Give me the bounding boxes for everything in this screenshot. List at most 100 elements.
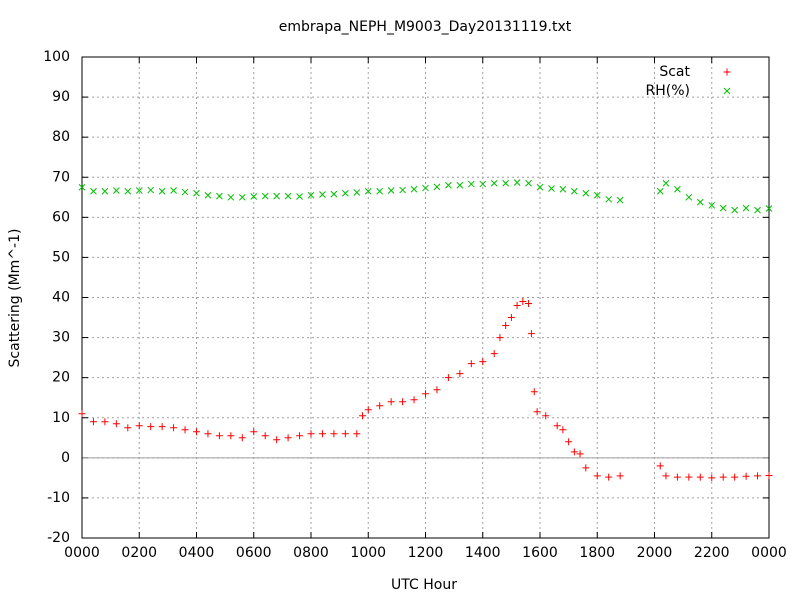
- point: [582, 189, 590, 197]
- point: [78, 183, 86, 191]
- point: [490, 179, 498, 187]
- point: [147, 186, 155, 194]
- point: [719, 204, 727, 212]
- point: [513, 302, 521, 310]
- x-tick-label: 1400: [465, 545, 501, 561]
- point: [364, 187, 372, 195]
- point: [307, 191, 315, 199]
- point: [467, 180, 475, 188]
- point: [250, 428, 258, 436]
- point: [519, 298, 527, 306]
- x-tick-label: 0400: [179, 545, 215, 561]
- y-tick-label: 30: [52, 330, 70, 346]
- point: [238, 434, 246, 442]
- point: [674, 185, 681, 193]
- y-tick-label: 100: [43, 49, 70, 65]
- point: [582, 464, 590, 472]
- point: [90, 187, 97, 195]
- point: [444, 374, 452, 382]
- x-tick-label: 2200: [694, 545, 730, 561]
- point: [353, 430, 361, 438]
- point: [656, 462, 664, 470]
- point: [765, 205, 773, 212]
- plot-frame: [81, 56, 770, 539]
- point: [170, 424, 178, 432]
- point: [376, 187, 384, 195]
- point: [502, 322, 510, 330]
- point: [399, 398, 407, 406]
- point: [616, 196, 624, 204]
- point: [215, 432, 223, 440]
- point: [525, 179, 532, 187]
- point: [296, 432, 304, 440]
- point: [422, 390, 429, 398]
- point: [742, 204, 750, 212]
- y-tick-label: 70: [52, 169, 70, 185]
- point: [147, 423, 155, 431]
- point: [135, 422, 143, 430]
- x-tick-label: 2000: [637, 545, 673, 561]
- point: [456, 370, 464, 378]
- x-tick-label: 1800: [579, 545, 615, 561]
- point: [525, 300, 533, 308]
- x-axis-label: UTC Hour: [391, 577, 457, 593]
- point: [387, 187, 395, 194]
- point: [616, 472, 624, 480]
- point: [696, 198, 704, 206]
- point: [330, 190, 338, 198]
- point: [204, 191, 212, 199]
- point: [754, 472, 762, 480]
- point: [605, 195, 613, 203]
- point: [479, 180, 487, 188]
- point: [593, 191, 601, 199]
- point: [330, 430, 338, 438]
- point: [261, 432, 269, 440]
- point: [410, 396, 418, 404]
- point: [548, 185, 555, 192]
- point: [542, 412, 550, 420]
- point: [112, 187, 120, 194]
- point: [445, 181, 452, 189]
- point: [193, 428, 200, 436]
- y-tick-label: 90: [52, 89, 70, 105]
- y-tick-label: -10: [47, 490, 70, 506]
- y-tick-label: 10: [52, 410, 70, 426]
- point: [708, 201, 716, 209]
- point: [101, 187, 109, 195]
- point: [284, 434, 292, 442]
- point: [731, 473, 739, 481]
- point: [410, 185, 418, 193]
- legend-label: Scat: [659, 64, 690, 80]
- y-tick-label: 50: [52, 249, 70, 265]
- point: [496, 334, 504, 342]
- point: [307, 430, 315, 438]
- y-tick-label: 0: [61, 450, 70, 466]
- point: [341, 189, 349, 197]
- point: [765, 471, 773, 479]
- point: [576, 450, 584, 458]
- point: [422, 184, 429, 192]
- point: [570, 187, 578, 195]
- point: [261, 192, 269, 200]
- point: [216, 192, 223, 200]
- x-tick-label: 1600: [522, 545, 558, 561]
- x-tick-label: 0000: [751, 545, 787, 561]
- point: [708, 474, 716, 482]
- legend-marker: [723, 68, 731, 76]
- point: [319, 191, 326, 198]
- y-axis-label: Scattering (Mm^-1): [7, 229, 23, 368]
- y-tick-label: 80: [52, 129, 70, 145]
- point: [570, 448, 578, 456]
- point: [719, 473, 727, 481]
- point: [181, 188, 189, 196]
- point: [513, 179, 521, 186]
- point: [78, 410, 86, 418]
- point: [553, 422, 561, 430]
- x-tick-label: 0200: [121, 545, 157, 561]
- point: [467, 360, 475, 368]
- point: [685, 193, 693, 201]
- point: [565, 438, 573, 446]
- point: [754, 206, 761, 214]
